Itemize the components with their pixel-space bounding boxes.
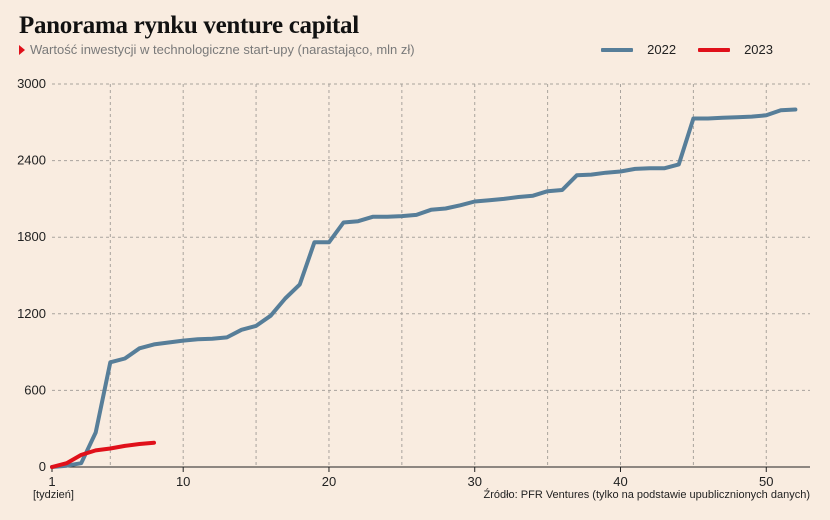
x-tick-label: 30 <box>467 474 481 489</box>
chart-title: Panorama rynku venture capital <box>19 12 359 39</box>
y-tick-label: 1200 <box>17 306 46 321</box>
y-tick-label: 3000 <box>17 76 46 91</box>
legend-item-2023: 2023 <box>698 42 773 57</box>
source-note: Źródło: PFR Ventures (tylko na podstawie… <box>483 489 810 501</box>
y-tick-label: 0 <box>39 459 46 474</box>
legend-swatch-2023 <box>698 47 731 52</box>
x-axis-unit-label: [tydzień] <box>33 489 74 501</box>
chart-subtitle-row: Wartość inwestycji w technologiczne star… <box>19 42 415 57</box>
legend-swatch-2022 <box>601 47 634 52</box>
x-tick-label: 1 <box>48 474 55 489</box>
legend-label-2022: 2022 <box>647 42 677 57</box>
chart-subtitle: Wartość inwestycji w technologiczne star… <box>30 42 415 57</box>
legend-item-2022: 2022 <box>601 42 676 57</box>
x-tick-label: 10 <box>176 474 190 489</box>
series-line-2023 <box>50 440 156 469</box>
x-tick-label: 20 <box>322 474 336 489</box>
y-tick-label: 600 <box>24 382 46 397</box>
x-tick-label: 40 <box>613 474 627 489</box>
x-tick-label: 50 <box>759 474 773 489</box>
y-tick-label: 1800 <box>17 229 46 244</box>
triangle-marker-icon <box>19 44 25 55</box>
chart-legend: 2022 2023 <box>579 42 773 57</box>
series-line-2022 <box>50 107 798 469</box>
y-tick-label: 2400 <box>17 153 46 168</box>
legend-label-2023: 2023 <box>744 42 773 57</box>
